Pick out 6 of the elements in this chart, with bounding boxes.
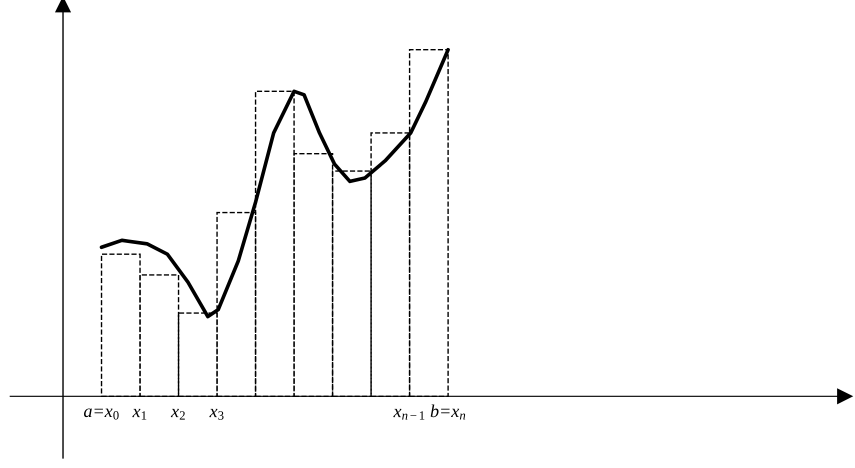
x-tick-label: a=x$_{0}$ (84, 408, 119, 420)
x-tick-label: x$_{2}$ (170, 408, 185, 420)
x-tick-label: x$_{n−1}$ (393, 408, 424, 420)
x-tick-label: x$_{3}$ (209, 408, 224, 420)
x-tick-label: x$_{1}$ (132, 408, 146, 420)
x-tick-label: b=x$_{n}$ (430, 404, 466, 420)
